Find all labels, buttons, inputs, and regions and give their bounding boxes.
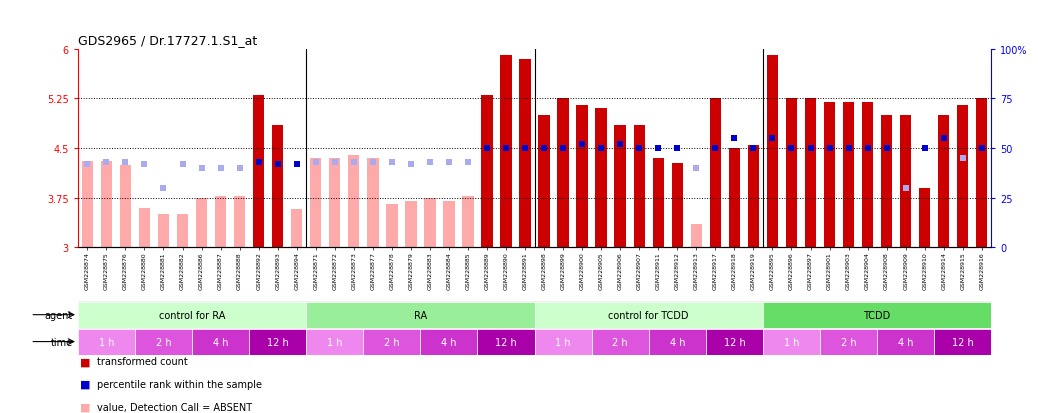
Text: 4 h: 4 h bbox=[898, 337, 913, 347]
Bar bbox=[957, 106, 968, 248]
Bar bbox=[386, 205, 398, 248]
Bar bbox=[592, 329, 649, 355]
Bar bbox=[824, 102, 836, 248]
Bar bbox=[176, 215, 188, 248]
Text: ■: ■ bbox=[80, 402, 90, 412]
Bar bbox=[253, 96, 265, 248]
Text: control for RA: control for RA bbox=[159, 310, 225, 320]
Bar bbox=[425, 198, 436, 248]
Text: RA: RA bbox=[414, 310, 427, 320]
Bar bbox=[500, 56, 512, 248]
Bar bbox=[363, 329, 420, 355]
Bar bbox=[234, 196, 245, 248]
Bar bbox=[614, 126, 626, 248]
Bar bbox=[519, 59, 530, 248]
Bar bbox=[649, 329, 706, 355]
Bar bbox=[272, 126, 283, 248]
Bar bbox=[763, 302, 991, 328]
Text: ■: ■ bbox=[80, 356, 90, 366]
Text: 4 h: 4 h bbox=[670, 337, 685, 347]
Bar bbox=[405, 202, 416, 248]
Bar bbox=[976, 99, 987, 248]
Bar bbox=[843, 102, 854, 248]
Text: 12 h: 12 h bbox=[952, 337, 974, 347]
Bar bbox=[710, 99, 721, 248]
Bar bbox=[192, 329, 249, 355]
Text: 1 h: 1 h bbox=[99, 337, 114, 347]
Text: control for TCDD: control for TCDD bbox=[608, 310, 689, 320]
Bar bbox=[576, 106, 588, 248]
Bar bbox=[938, 116, 950, 248]
Text: 1 h: 1 h bbox=[555, 337, 571, 347]
Bar bbox=[862, 102, 873, 248]
Bar bbox=[306, 329, 363, 355]
Bar bbox=[900, 116, 911, 248]
Bar bbox=[535, 302, 763, 328]
Bar bbox=[596, 109, 607, 248]
Text: time: time bbox=[51, 337, 73, 347]
Bar bbox=[539, 116, 550, 248]
Bar bbox=[348, 155, 359, 248]
Text: 2 h: 2 h bbox=[156, 337, 171, 347]
Bar bbox=[420, 329, 477, 355]
Bar bbox=[291, 209, 302, 248]
Text: 1 h: 1 h bbox=[784, 337, 799, 347]
Bar bbox=[672, 163, 683, 248]
Bar bbox=[881, 116, 893, 248]
Text: 12 h: 12 h bbox=[267, 337, 289, 347]
Text: agent: agent bbox=[45, 310, 73, 320]
Bar bbox=[101, 162, 112, 248]
Text: transformed count: transformed count bbox=[97, 356, 187, 366]
Bar bbox=[763, 329, 820, 355]
Text: value, Detection Call = ABSENT: value, Detection Call = ABSENT bbox=[97, 402, 251, 412]
Bar bbox=[690, 225, 702, 248]
Bar bbox=[934, 329, 991, 355]
Bar bbox=[306, 302, 535, 328]
Bar bbox=[535, 329, 592, 355]
Bar bbox=[158, 215, 169, 248]
Bar bbox=[729, 149, 740, 248]
Bar bbox=[119, 165, 131, 248]
Bar bbox=[135, 329, 192, 355]
Text: 2 h: 2 h bbox=[612, 337, 628, 347]
Bar bbox=[767, 56, 778, 248]
Bar bbox=[477, 329, 535, 355]
Text: 12 h: 12 h bbox=[723, 337, 745, 347]
Text: 2 h: 2 h bbox=[384, 337, 400, 347]
Bar bbox=[462, 196, 473, 248]
Text: 4 h: 4 h bbox=[441, 337, 457, 347]
Text: 12 h: 12 h bbox=[495, 337, 517, 347]
Bar bbox=[82, 162, 93, 248]
Bar bbox=[877, 329, 934, 355]
Bar bbox=[633, 126, 645, 248]
Bar bbox=[249, 329, 306, 355]
Bar bbox=[557, 99, 569, 248]
Bar bbox=[443, 202, 455, 248]
Text: TCDD: TCDD bbox=[864, 310, 891, 320]
Bar bbox=[919, 188, 930, 248]
Bar bbox=[215, 196, 226, 248]
Bar bbox=[329, 159, 340, 248]
Bar bbox=[196, 198, 208, 248]
Bar bbox=[804, 99, 816, 248]
Bar bbox=[820, 329, 877, 355]
Bar bbox=[78, 302, 306, 328]
Bar bbox=[78, 329, 135, 355]
Text: 2 h: 2 h bbox=[841, 337, 856, 347]
Text: 1 h: 1 h bbox=[327, 337, 343, 347]
Bar bbox=[139, 208, 151, 248]
Bar bbox=[747, 145, 759, 248]
Bar bbox=[653, 159, 664, 248]
Text: ■: ■ bbox=[80, 379, 90, 389]
Text: 4 h: 4 h bbox=[213, 337, 228, 347]
Bar bbox=[310, 159, 322, 248]
Bar bbox=[786, 99, 797, 248]
Text: percentile rank within the sample: percentile rank within the sample bbox=[97, 379, 262, 389]
Bar bbox=[706, 329, 763, 355]
Bar bbox=[367, 159, 379, 248]
Text: GDS2965 / Dr.17727.1.S1_at: GDS2965 / Dr.17727.1.S1_at bbox=[78, 34, 257, 47]
Bar bbox=[482, 96, 493, 248]
